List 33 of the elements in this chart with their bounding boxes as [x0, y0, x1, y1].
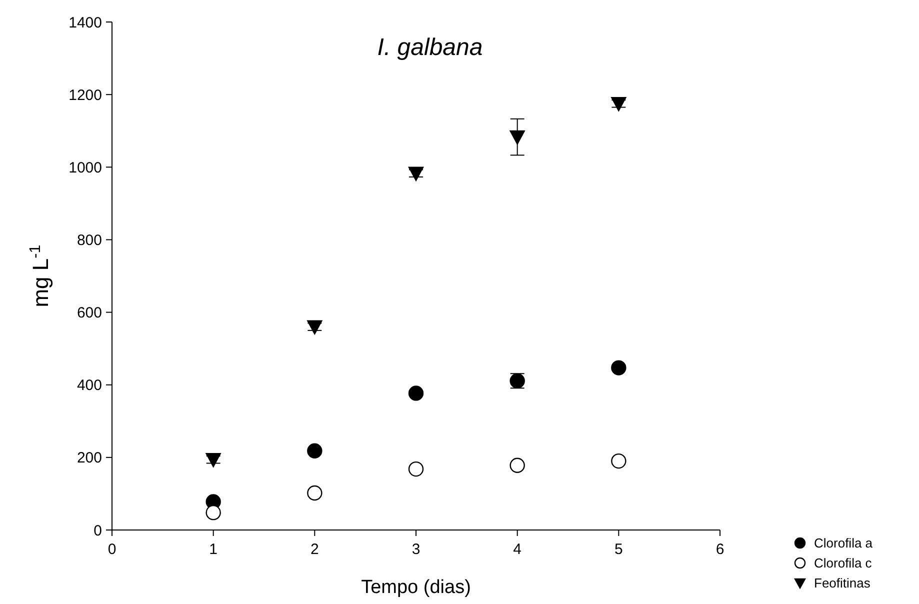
- text: I. galbana: [377, 34, 483, 61]
- point: [611, 360, 626, 376]
- x-tick-label: 6: [716, 541, 724, 558]
- point: [408, 461, 424, 477]
- y-tick-label: 600: [76, 304, 102, 322]
- point: [408, 166, 424, 181]
- legend-label: Clorofila c: [814, 556, 872, 571]
- x-tick-label: 3: [412, 541, 420, 558]
- x-tick-label: 1: [209, 541, 218, 558]
- point: [307, 443, 322, 458]
- point: [408, 386, 424, 401]
- x-tick-label: 5: [614, 541, 623, 558]
- y-tick-label: 1200: [68, 86, 102, 104]
- y-tick-label: 1000: [68, 159, 102, 176]
- x-tick-label: 2: [310, 541, 319, 558]
- legend-label: Feofitinas: [814, 576, 871, 591]
- x-tick-label: 0: [108, 541, 116, 558]
- point: [307, 485, 322, 501]
- point: [510, 130, 525, 145]
- point: [307, 320, 322, 334]
- y-tick-label: 400: [76, 377, 102, 394]
- point: [611, 453, 626, 469]
- point: [206, 453, 221, 468]
- y-tick-label: 800: [76, 232, 102, 249]
- y-tick-label: 0: [94, 522, 102, 540]
- y-tick-label: 200: [76, 450, 102, 467]
- point: [510, 458, 525, 474]
- point: [206, 504, 221, 520]
- y-tick-label: 1400: [68, 14, 102, 32]
- x-axis-title: Tempo (dias): [361, 577, 471, 598]
- x-tick-label: 4: [513, 541, 522, 558]
- point: [611, 97, 626, 112]
- legend-label: Clorofila a: [814, 536, 874, 551]
